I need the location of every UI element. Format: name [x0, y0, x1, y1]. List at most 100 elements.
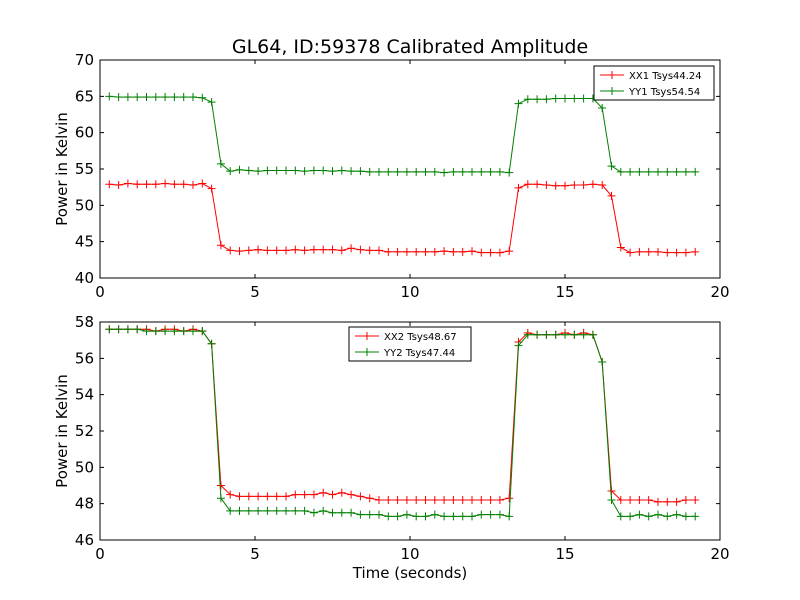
data-point — [207, 184, 216, 193]
y-tick-label: 55 — [75, 160, 94, 178]
y-tick-label: 70 — [75, 51, 94, 69]
data-point — [226, 506, 235, 515]
data-point — [570, 330, 579, 339]
data-point — [654, 497, 662, 506]
data-point — [551, 181, 560, 190]
data-point — [616, 496, 625, 505]
data-point — [356, 492, 365, 501]
data-point — [402, 247, 411, 256]
series-line-1-1 — [109, 182, 696, 254]
data-point — [412, 512, 421, 521]
data-point — [616, 243, 625, 252]
data-point — [505, 247, 514, 256]
data-point — [356, 167, 365, 176]
data-point — [440, 496, 449, 505]
x-tick-label: 0 — [95, 545, 105, 563]
data-point — [579, 180, 588, 189]
data-point — [123, 93, 132, 102]
data-point — [681, 512, 690, 521]
data-point — [114, 180, 123, 189]
data-point — [635, 510, 644, 519]
data-point — [440, 512, 449, 521]
data-point — [588, 180, 597, 189]
x-tick-label: 5 — [250, 545, 260, 563]
data-point — [449, 247, 458, 256]
data-point — [254, 506, 263, 515]
data-point — [402, 510, 411, 519]
x-tick-label: 15 — [555, 283, 574, 301]
data-point — [347, 490, 356, 499]
data-point — [254, 167, 263, 176]
x-tick-label: 20 — [710, 545, 729, 563]
x-tick-label: 5 — [250, 283, 260, 301]
y-tick-label: 60 — [75, 124, 94, 142]
data-point — [635, 496, 644, 505]
data-point — [291, 490, 300, 499]
data-point — [514, 183, 523, 192]
data-point — [328, 490, 337, 499]
data-point — [579, 330, 588, 339]
data-point — [282, 246, 290, 255]
data-point — [635, 247, 644, 256]
y-axis-label: Power in Kelvin — [53, 374, 71, 488]
data-point — [384, 167, 393, 176]
data-point — [198, 179, 207, 188]
data-point — [254, 492, 263, 501]
data-point — [319, 488, 328, 497]
y-tick-label: 54 — [75, 386, 94, 404]
y-tick-label: 48 — [75, 495, 94, 513]
data-point — [514, 341, 523, 350]
data-point — [421, 167, 430, 176]
data-point — [561, 330, 569, 339]
data-point — [486, 167, 495, 176]
data-point — [551, 94, 560, 103]
data-point — [272, 166, 281, 175]
data-point — [654, 167, 662, 176]
data-point — [458, 496, 467, 505]
data-point — [161, 179, 170, 188]
data-point — [291, 245, 300, 254]
data-point — [347, 244, 356, 253]
data-point — [365, 510, 374, 519]
data-point — [337, 488, 346, 497]
data-point — [300, 246, 309, 255]
legend-label: XX1 Tsys44.24 — [629, 71, 702, 82]
data-point — [300, 490, 309, 499]
data-point — [263, 506, 272, 515]
data-point — [272, 492, 281, 501]
data-point — [421, 512, 430, 521]
data-point — [402, 167, 411, 176]
data-point — [561, 181, 569, 190]
data-point — [282, 166, 290, 175]
data-point — [430, 510, 439, 519]
data-point — [189, 180, 197, 189]
data-point — [477, 248, 486, 257]
data-point — [291, 506, 300, 515]
data-point — [495, 167, 504, 176]
x-tick-label: 10 — [400, 283, 419, 301]
data-point — [244, 166, 253, 175]
data-point — [477, 167, 486, 176]
data-point — [523, 180, 532, 189]
y-tick-label: 46 — [75, 531, 94, 549]
data-point — [533, 95, 542, 104]
data-point — [272, 506, 281, 515]
data-point — [616, 512, 625, 521]
data-point — [663, 497, 672, 506]
data-point — [123, 325, 132, 334]
data-point — [114, 93, 123, 102]
data-point — [375, 496, 383, 505]
data-point — [235, 492, 244, 501]
legend-marker — [608, 71, 616, 79]
y-tick-label: 40 — [75, 269, 94, 287]
series-line-2-2 — [109, 328, 696, 517]
x-tick-label: 0 — [95, 283, 105, 301]
data-point — [151, 93, 160, 102]
data-point — [133, 325, 142, 334]
data-point — [570, 94, 579, 103]
data-point — [598, 103, 607, 112]
data-point — [337, 166, 346, 175]
data-point — [681, 496, 690, 505]
data-point — [216, 494, 225, 503]
